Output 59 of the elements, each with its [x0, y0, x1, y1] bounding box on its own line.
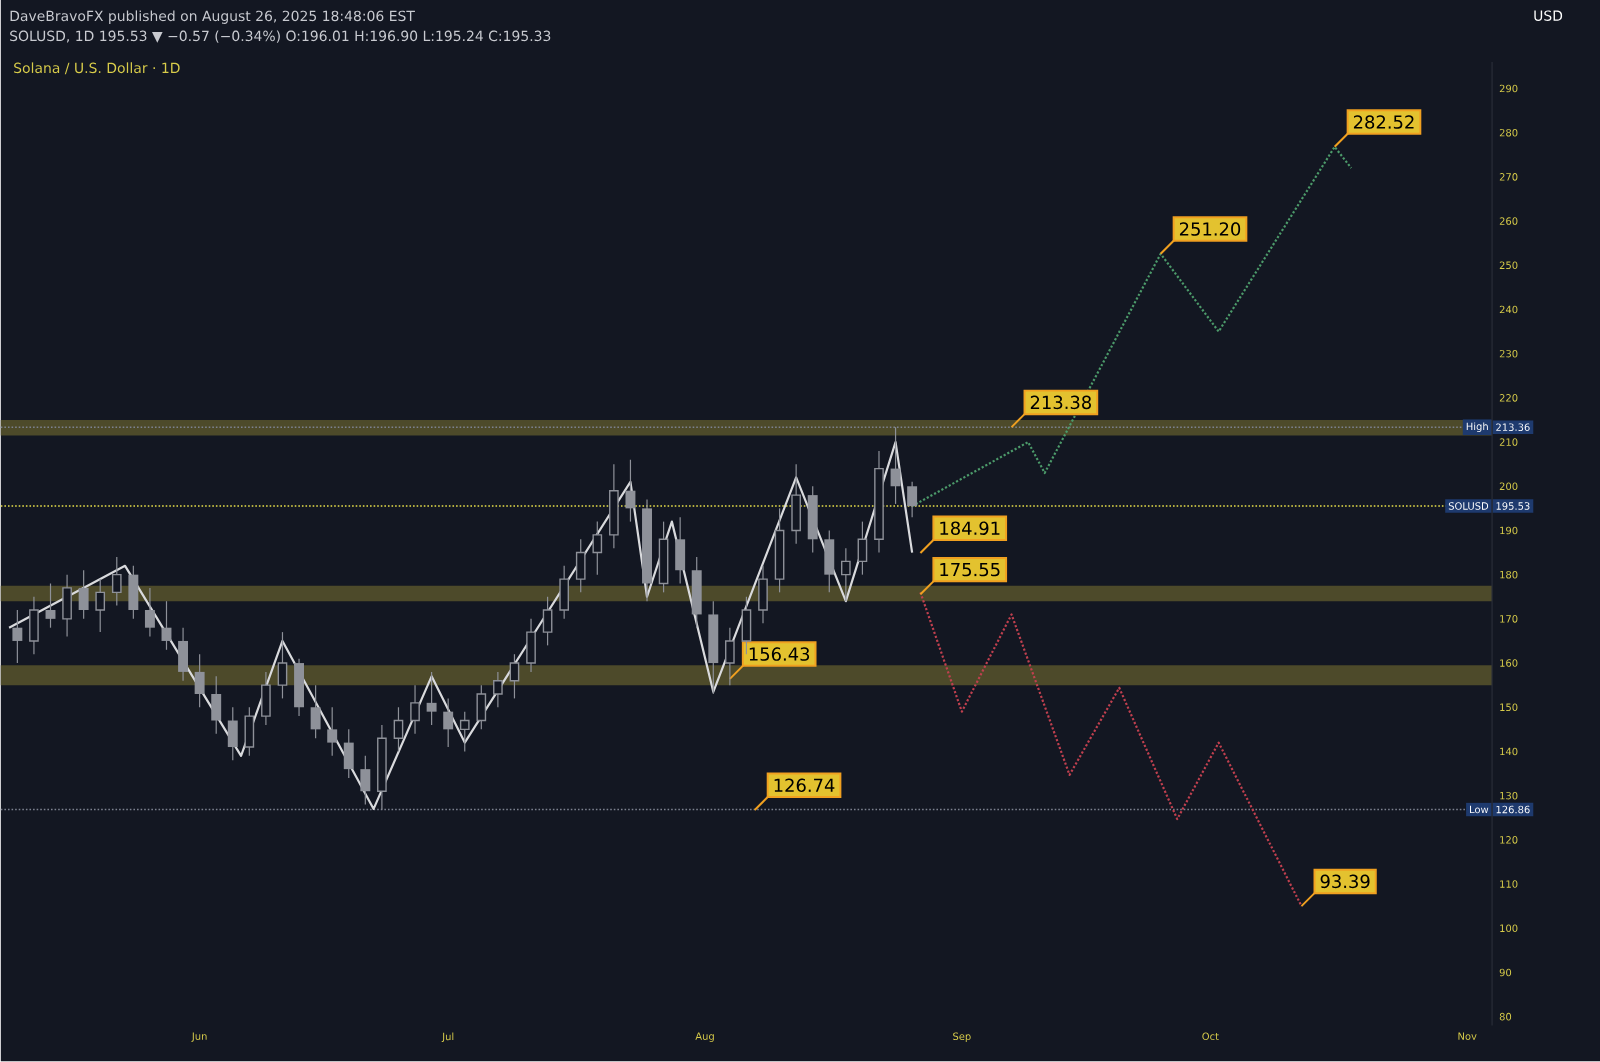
candlestick	[658, 521, 669, 594]
candlestick	[277, 631, 288, 700]
candlestick	[443, 698, 454, 748]
candlestick	[575, 538, 586, 594]
candlestick	[393, 706, 404, 753]
annotation: 156.43	[749, 647, 810, 662]
line-series	[919, 591, 1303, 908]
candlestick	[459, 711, 470, 753]
candlestick	[327, 706, 338, 757]
candlestick	[542, 596, 553, 647]
candlestick	[227, 706, 238, 762]
candlestick	[857, 521, 868, 576]
line-series	[7, 441, 914, 811]
candlestick	[12, 609, 23, 664]
candlestick	[824, 530, 835, 594]
candlestick	[360, 755, 371, 806]
candlestick	[841, 547, 851, 603]
annotation: 213.38	[1030, 395, 1091, 410]
candlestick	[426, 671, 437, 726]
candlestick	[526, 618, 536, 673]
candlestick	[725, 627, 735, 687]
candlestick	[310, 684, 321, 740]
candlestick	[111, 556, 122, 607]
candlestick	[211, 675, 222, 735]
candlestick	[410, 684, 420, 735]
annotation: 282.52	[1353, 115, 1414, 130]
annotation: 93.39	[1320, 874, 1370, 889]
annotation: 251.20	[1179, 222, 1241, 237]
candlestick	[343, 729, 354, 779]
candlestick	[476, 684, 487, 731]
candlestick	[493, 671, 503, 709]
candlestick	[294, 658, 305, 717]
candlestick	[675, 516, 686, 585]
candlestick	[194, 653, 205, 709]
candlestick	[95, 578, 106, 633]
candlestick	[592, 521, 603, 576]
candlestick	[807, 485, 818, 554]
candlestick	[890, 426, 901, 505]
candlestick	[178, 627, 189, 682]
candlestick	[78, 569, 89, 620]
annotation: 184.91	[940, 521, 1000, 536]
candlestick	[128, 565, 139, 620]
candlestick	[625, 459, 636, 523]
candlestick	[261, 671, 271, 726]
candlestick	[758, 565, 768, 625]
candlestick	[62, 574, 72, 638]
candlestick	[509, 653, 520, 700]
candlestick	[609, 463, 619, 549]
candlestick	[244, 706, 255, 757]
annotation: 126.74	[774, 778, 835, 793]
candlestick	[791, 463, 801, 545]
candlestick	[691, 556, 702, 629]
candlestick	[45, 583, 56, 629]
annotation: 175.55	[940, 563, 1000, 577]
candlestick	[144, 587, 155, 638]
candlestick	[29, 596, 39, 656]
candlestick	[741, 596, 752, 656]
candlestick	[559, 565, 570, 620]
candlestick	[907, 481, 918, 519]
